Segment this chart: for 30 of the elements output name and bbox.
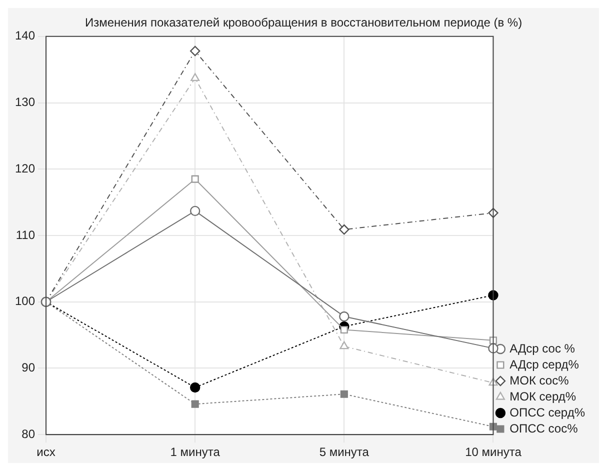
x-tick-label: исх xyxy=(36,445,56,460)
legend-label: ОПСС сос% xyxy=(510,421,578,436)
point xyxy=(190,46,200,56)
y-tick-label: 120 xyxy=(14,161,36,176)
point xyxy=(190,382,200,393)
point xyxy=(191,400,199,408)
x-tick-label: 10 минута xyxy=(465,445,522,460)
x-tick-label: 5 минута xyxy=(319,445,370,460)
point xyxy=(339,311,350,322)
y-tick-label: 130 xyxy=(14,95,36,110)
legend-label: АДср сос % xyxy=(510,341,576,356)
y-tick-label: 110 xyxy=(16,228,36,242)
point xyxy=(190,206,200,216)
y-tick-label: 90 xyxy=(22,360,36,375)
point xyxy=(340,341,349,350)
point xyxy=(191,175,199,183)
point xyxy=(340,390,348,398)
point xyxy=(488,208,498,218)
point xyxy=(340,326,348,334)
point xyxy=(339,224,350,235)
legend-label: МОК серд% xyxy=(510,389,576,404)
x-tick-label: 1 минута xyxy=(170,445,220,460)
point xyxy=(190,73,200,82)
y-tick-label: 140 xyxy=(14,28,36,43)
y-tick-label: 80 xyxy=(22,426,36,441)
y-tick-label: 100 xyxy=(14,294,36,308)
legend-label: АДср серд% xyxy=(510,357,580,372)
chart-title: Изменения показателей кровообращения в восстановительном периоде (в %) xyxy=(84,16,522,30)
legend-label: МОК сос% xyxy=(510,373,570,388)
legend-label: ОПСС серд% xyxy=(510,405,586,420)
